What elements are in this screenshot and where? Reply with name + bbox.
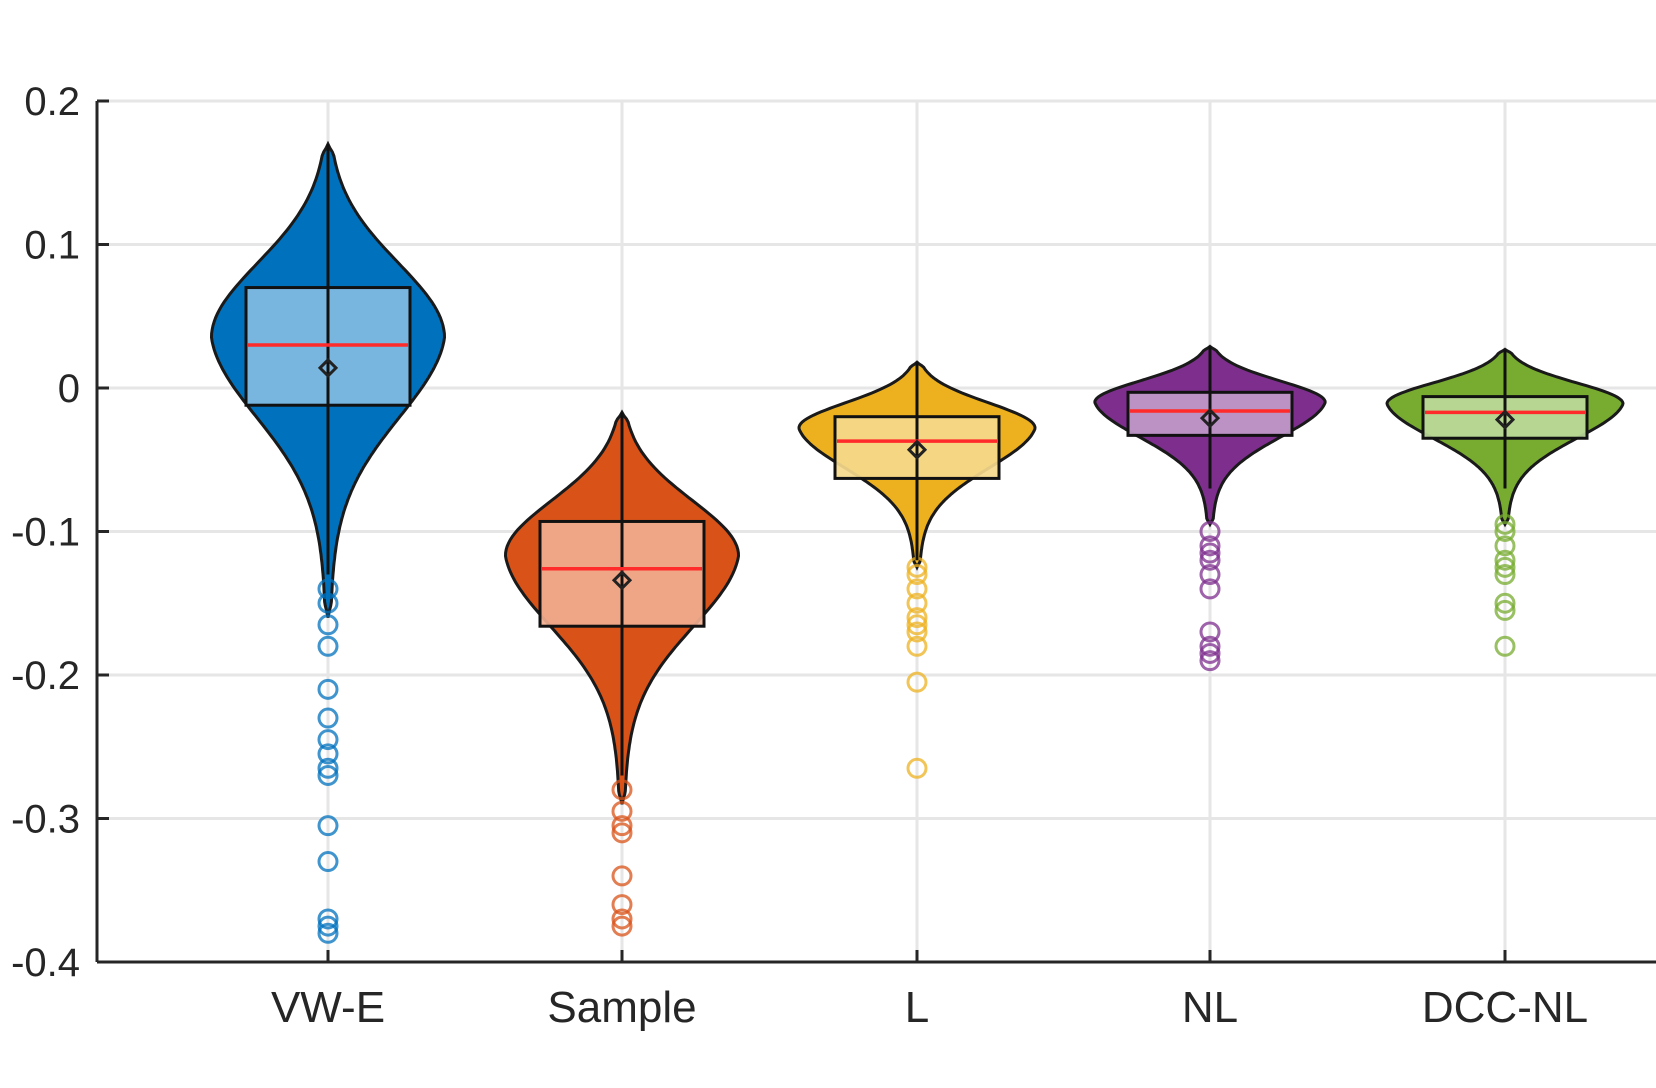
outlier-point bbox=[317, 678, 339, 700]
x-tick-label: NL bbox=[1182, 983, 1238, 1032]
outlier-point bbox=[1494, 535, 1516, 557]
y-tick-label: -0.4 bbox=[11, 941, 80, 985]
outlier-point bbox=[1199, 650, 1221, 672]
outlier-point bbox=[317, 922, 339, 944]
outlier-point bbox=[906, 635, 928, 657]
y-tick-label: 0 bbox=[58, 367, 80, 411]
outlier-point bbox=[317, 851, 339, 873]
violin-sample bbox=[503, 409, 741, 937]
y-tick-label: -0.2 bbox=[11, 654, 80, 698]
outlier-point bbox=[317, 908, 339, 930]
outlier-point bbox=[1494, 564, 1516, 586]
outlier-point bbox=[1494, 521, 1516, 542]
outlier-point bbox=[317, 757, 339, 779]
y-ticks: 0.2 0.1 0 -0.1 -0.2 -0.3 -0.4 bbox=[11, 80, 109, 985]
outlier-point bbox=[906, 757, 928, 779]
violins bbox=[209, 140, 1625, 944]
violin-vw-e bbox=[209, 140, 447, 944]
outlier-point bbox=[317, 614, 339, 636]
outlier-point bbox=[1494, 556, 1516, 578]
outlier-point bbox=[1199, 564, 1221, 586]
outlier-point bbox=[1494, 592, 1516, 614]
outlier-point bbox=[906, 607, 928, 629]
outlier-point bbox=[1199, 542, 1221, 564]
outlier-point bbox=[611, 779, 633, 801]
outlier-point bbox=[611, 865, 633, 887]
x-tick-label: DCC-NL bbox=[1422, 983, 1588, 1032]
outlier-point bbox=[317, 635, 339, 657]
y-tick-label: 0.1 bbox=[24, 224, 80, 268]
x-tick-label: L bbox=[905, 983, 929, 1032]
outlier-point bbox=[906, 621, 928, 643]
outlier-point bbox=[317, 578, 339, 600]
outlier-point bbox=[317, 729, 339, 751]
outlier-point bbox=[1199, 521, 1221, 542]
outlier-point bbox=[317, 764, 339, 786]
outlier-point bbox=[611, 815, 633, 837]
x-ticks: VW-E Sample L NL DCC-NL bbox=[271, 950, 1588, 1032]
outlier-point bbox=[906, 578, 928, 600]
x-tick-label: Sample bbox=[547, 983, 696, 1032]
outlier-point bbox=[1199, 549, 1221, 571]
y-tick-label: -0.3 bbox=[11, 798, 80, 842]
mean-marker bbox=[317, 357, 339, 379]
y-tick-label: -0.1 bbox=[11, 511, 80, 555]
outlier-point bbox=[906, 671, 928, 693]
outlier-point bbox=[1494, 549, 1516, 571]
outlier-point bbox=[611, 908, 633, 930]
outlier-point bbox=[317, 915, 339, 937]
outlier-point bbox=[1199, 642, 1221, 664]
violin-nl bbox=[1093, 344, 1327, 672]
outlier-point bbox=[1494, 513, 1516, 535]
outlier-point bbox=[906, 614, 928, 636]
outlier-point bbox=[1199, 578, 1221, 600]
outlier-point bbox=[317, 592, 339, 614]
mean-marker bbox=[611, 570, 633, 591]
outlier-point bbox=[906, 564, 928, 586]
outlier-point bbox=[317, 743, 339, 765]
outlier-point bbox=[611, 800, 633, 822]
violin-l bbox=[797, 360, 1037, 779]
x-tick-label: VW-E bbox=[271, 983, 385, 1032]
outlier-point bbox=[317, 815, 339, 837]
outlier-point bbox=[1494, 599, 1516, 621]
outlier-point bbox=[611, 915, 633, 937]
violin-dcc-nl bbox=[1385, 347, 1625, 657]
outlier-point bbox=[906, 592, 928, 614]
outlier-point bbox=[1199, 635, 1221, 657]
mean-marker bbox=[906, 439, 928, 460]
outlier-point bbox=[611, 894, 633, 916]
outlier-point bbox=[317, 707, 339, 729]
mean-marker bbox=[1494, 409, 1516, 430]
outlier-point bbox=[1199, 621, 1221, 643]
outlier-point bbox=[1199, 535, 1221, 557]
mean-marker bbox=[1199, 408, 1221, 429]
y-tick-label: 0.2 bbox=[24, 80, 80, 124]
outlier-point bbox=[611, 822, 633, 844]
outlier-point bbox=[1494, 635, 1516, 657]
